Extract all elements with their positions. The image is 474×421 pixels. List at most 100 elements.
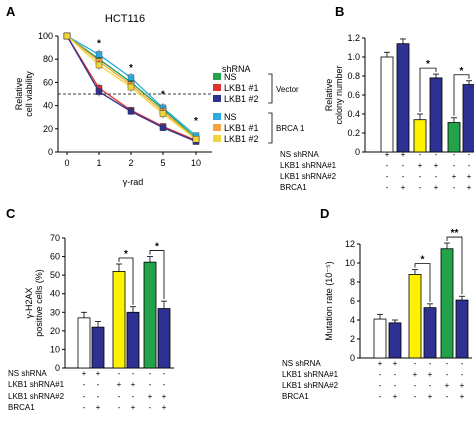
panel-c-bar (112, 271, 126, 369)
panel-b-bar (413, 119, 427, 153)
panel-a-letter: A (6, 4, 16, 19)
panel-d-y-tick-label: 0 (350, 353, 355, 363)
panel-b-condition-mark: - (435, 150, 438, 159)
panel-d-condition-mark: + (460, 392, 465, 401)
panel-b-condition-mark: - (402, 172, 405, 181)
panel-c-bar (126, 311, 140, 369)
panel-a-y-tick-label: 60 (43, 77, 53, 87)
panel-d-condition-mark: - (394, 370, 397, 379)
panel-c-y-tick-label: 20 (50, 326, 60, 336)
panel-d-condition-mark: - (446, 392, 449, 401)
panel-b-y-axis-title-line: colony number (334, 65, 344, 124)
panel-b-condition-mark: + (434, 183, 439, 192)
panel-a-legend-swatch (213, 73, 221, 80)
panel-c-condition-mark: - (97, 392, 100, 401)
panel-b-significance-label: * (426, 59, 430, 70)
panel-c-condition-mark: - (118, 392, 121, 401)
panel-b-condition-mark: + (434, 161, 439, 170)
panel-a-y-tick-label: 20 (43, 124, 53, 134)
panel-a-x-axis-title: γ-rad (123, 177, 144, 187)
panel-a-legend-label: LKB1 #2 (224, 94, 259, 104)
panel-a-significance-label: * (97, 38, 101, 49)
panel-b-y-tick-label: 0.4 (347, 109, 360, 119)
panel-a-y-tick-label: 80 (43, 54, 53, 64)
panel-d-significance-bracket (446, 236, 463, 295)
panel-a-y-tick-label: 40 (43, 101, 53, 111)
panel-c-condition-mark: + (96, 403, 101, 412)
panel-b-condition-mark: + (401, 150, 406, 159)
panel-b-bar (462, 84, 474, 153)
panel-a-y-axis-title-line: Relative (14, 78, 24, 111)
panel-a-legend-group-bracket (268, 73, 273, 104)
panel-b-bar (396, 43, 410, 153)
panel-c-y-axis-title: γ-H2AXpositive cells (%) (24, 269, 44, 337)
panel-c-condition-label: LKB1 shRNA#1 (8, 380, 65, 389)
panel-c-condition-mark: + (131, 380, 136, 389)
panel-c-condition-mark: - (149, 403, 152, 412)
panel-c-significance-label: * (124, 249, 128, 260)
panel-c-condition-label: NS shRNA (8, 369, 47, 378)
panel-a-legend-label: LKB1 #2 (224, 134, 259, 144)
panel-d-bar (388, 322, 402, 359)
panel-a-legend-swatch (213, 124, 221, 131)
panel-b-condition-mark: - (419, 150, 422, 159)
panel-b-condition-label: NS shRNA (280, 150, 319, 159)
panel-b-condition-mark: - (386, 172, 389, 181)
panel-d-condition-mark: - (429, 359, 432, 368)
panel-a-legend-group-label: Vector (276, 85, 299, 94)
panel-d-condition-mark: + (393, 392, 398, 401)
panel-d-condition-mark: + (445, 381, 450, 390)
panel-d-condition-mark: - (379, 381, 382, 390)
panel-c-condition-mark: - (163, 369, 166, 378)
panel-a-y-tick-label: 0 (48, 147, 53, 157)
panel-d-significance-bracket (414, 263, 431, 302)
panel-a-data-point (95, 51, 103, 58)
panel-b-y-tick-label: 1.0 (347, 52, 360, 62)
panel-b-y-tick-label: 0 (355, 147, 360, 157)
panel-b-condition-mark: - (468, 150, 471, 159)
panel-b-y-tick-label: 0.8 (347, 71, 360, 81)
panel-c-condition-label: LKB1 shRNA#2 (8, 392, 65, 401)
panel-c-bar (91, 326, 105, 369)
panel-c-condition-mark: + (148, 392, 153, 401)
panel-c-condition-mark: + (162, 392, 167, 401)
panel-b-condition-mark: - (402, 161, 405, 170)
panel-c-condition-mark: - (97, 380, 100, 389)
panel-b-condition-mark: + (418, 161, 423, 170)
panel-b-condition-mark: - (419, 172, 422, 181)
panel-a-y-axis-title: Relativecell viability (14, 71, 34, 117)
panel-b-letter: B (335, 4, 344, 19)
panel-a-data-point (127, 74, 135, 81)
panel-a-legend-label: LKB1 #1 (224, 83, 259, 93)
panel-b-bar (380, 56, 394, 153)
panel-b-condition-label: LKB1 shRNA#1 (280, 161, 337, 170)
panel-d-y-axis-title: Mutation rate (10⁻⁵) (324, 261, 334, 341)
panel-d-condition-mark: - (379, 392, 382, 401)
panel-d-condition-label: LKB1 shRNA#2 (282, 381, 339, 390)
panel-a-legend-title: shRNA (222, 64, 251, 74)
panel-b-condition-label: LKB1 shRNA#2 (280, 172, 337, 181)
panel-b-condition-mark: - (435, 172, 438, 181)
panel-b-condition-mark: - (468, 161, 471, 170)
panel-a-legend-label: LKB1 #1 (224, 123, 259, 133)
panel-b-condition-label: BRCA1 (280, 183, 307, 192)
panel-d-y-axis-title-line: Mutation rate (10⁻⁵) (324, 261, 334, 341)
panel-d-significance-label: ** (451, 228, 459, 239)
panel-a-legend-group-label: BRCA 1 (276, 124, 305, 133)
panel-d-condition-mark: - (414, 359, 417, 368)
panel-a-x-tick-label: 2 (128, 158, 133, 168)
panel-a-data-point (127, 108, 135, 115)
panel-d-condition-label: NS shRNA (282, 359, 321, 368)
panel-d-condition-mark: - (414, 381, 417, 390)
panel-a-legend-swatch (213, 135, 221, 142)
panel-d-y-tick-label: 6 (350, 296, 355, 306)
panel-d-y-tick-label: 12 (345, 239, 355, 249)
panel-d-condition-mark: - (394, 381, 397, 390)
panel-c-y-tick-label: 30 (50, 307, 60, 317)
panel-a-x-tick-label: 5 (160, 158, 165, 168)
panel-d-y-tick-label: 8 (350, 277, 355, 287)
panel-c-condition-mark: - (83, 403, 86, 412)
panel-b-y-tick-label: 0.6 (347, 90, 360, 100)
panel-a-y-tick-label: 100 (38, 31, 53, 41)
